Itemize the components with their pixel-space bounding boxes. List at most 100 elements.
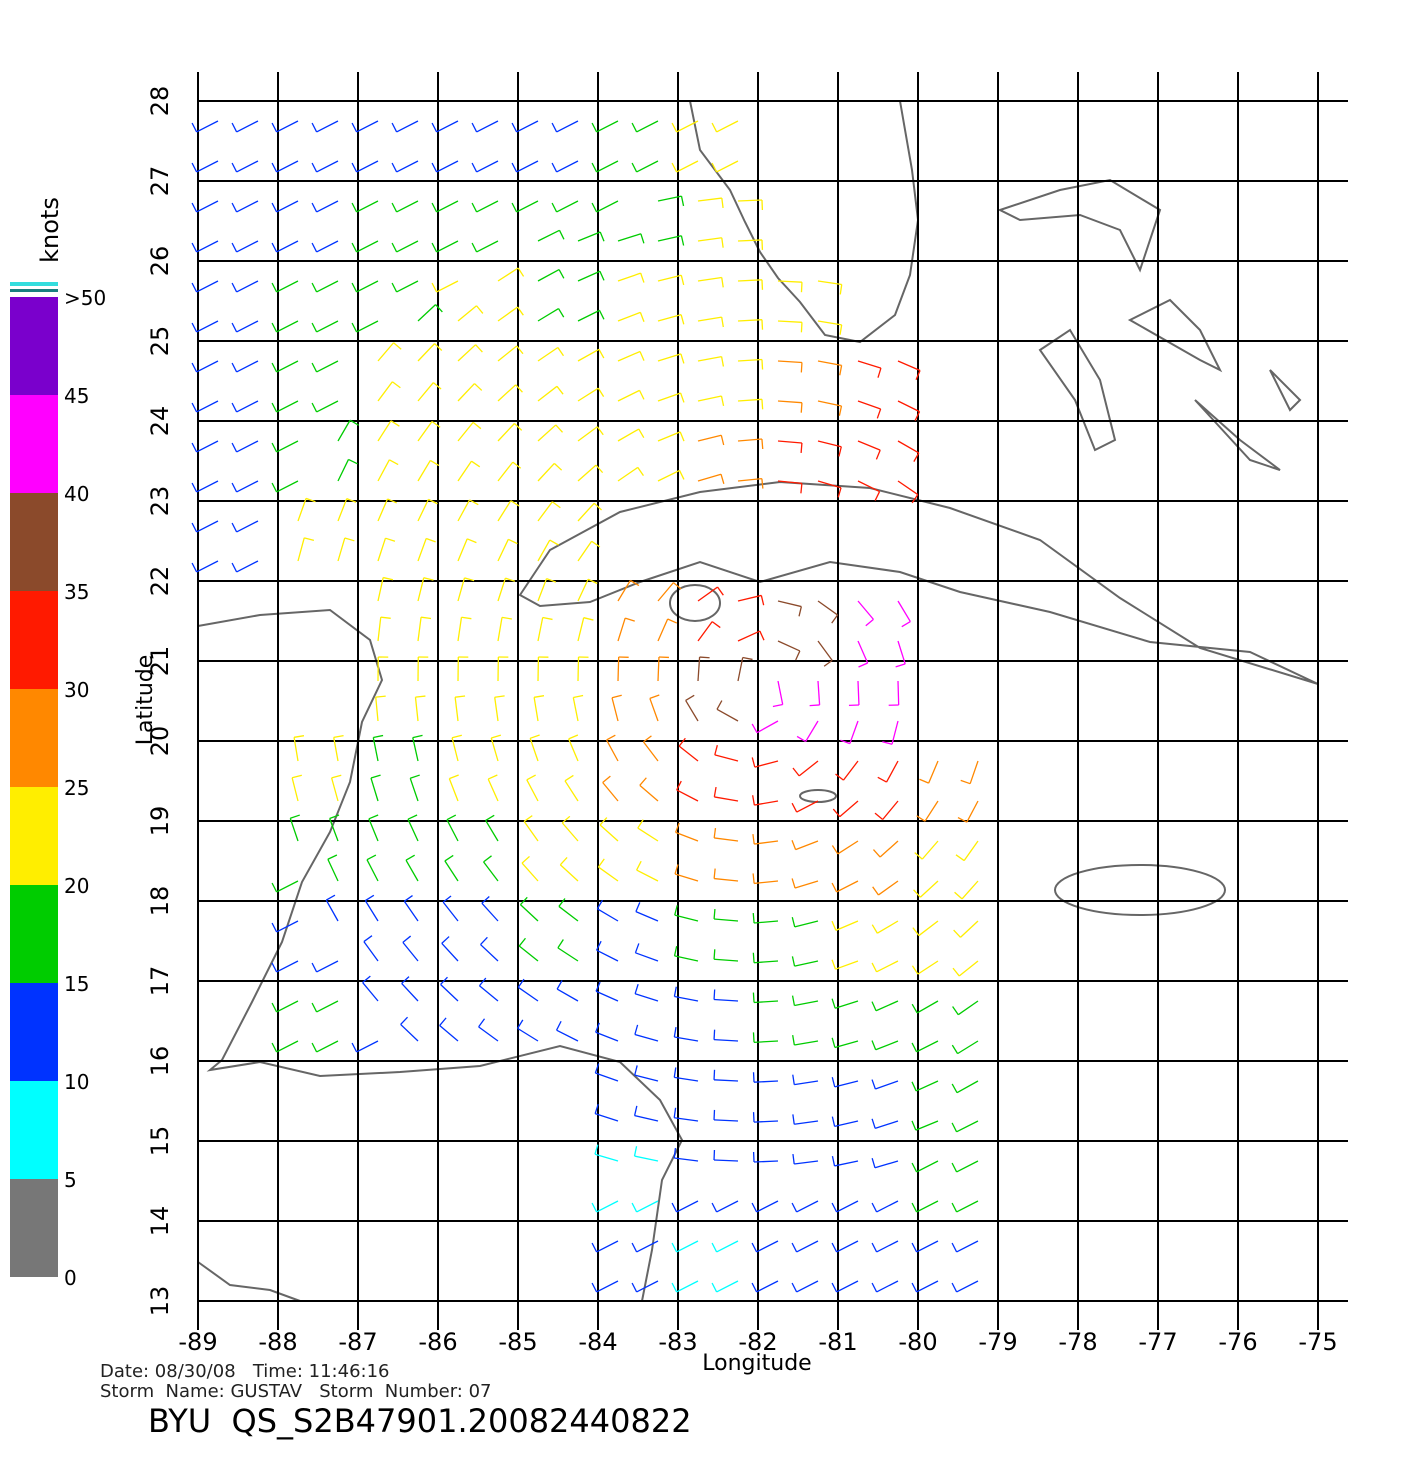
barb-flag — [634, 1024, 639, 1035]
barb-shaft — [446, 819, 459, 842]
barb-shaft — [966, 800, 979, 823]
wind-barb — [751, 757, 779, 768]
barb-flag — [713, 1069, 716, 1080]
barb-flag — [231, 282, 238, 293]
barb-shaft — [370, 777, 379, 802]
barb-shaft — [897, 680, 900, 706]
barb-shaft — [356, 1040, 379, 1053]
barb-shaft — [697, 316, 722, 322]
wind-barb — [713, 868, 739, 882]
barb-flag — [673, 582, 682, 590]
wind-barb — [911, 1040, 939, 1053]
barb-flag — [831, 959, 837, 970]
wind-barb — [556, 1020, 579, 1042]
barb-shaft — [276, 1040, 299, 1053]
wind-barb — [951, 1080, 979, 1094]
barb-shaft — [441, 942, 459, 962]
wind-barb — [577, 348, 605, 362]
wind-barb — [471, 200, 499, 213]
barb-flag — [515, 384, 523, 393]
barb-flag — [325, 894, 336, 901]
x-tick-label: -76 — [1218, 1328, 1257, 1356]
barb-flag — [526, 774, 536, 781]
barb-flag — [633, 1146, 638, 1157]
barb-flag — [391, 282, 398, 293]
barb-flag — [674, 864, 679, 875]
barb-flag — [483, 855, 492, 863]
barb-flag — [761, 478, 764, 489]
barb-shaft — [516, 200, 539, 213]
wind-barb — [191, 120, 219, 133]
barb-shaft — [834, 1000, 859, 1009]
barb-shaft — [457, 421, 474, 442]
barb-flag — [442, 895, 452, 903]
wind-barb — [831, 1116, 859, 1127]
barb-flag — [471, 162, 478, 173]
wind-barb — [639, 777, 659, 802]
wind-barb — [871, 1040, 899, 1051]
barb-shaft — [716, 1200, 739, 1213]
barb-shaft — [756, 1280, 779, 1293]
wind-barb — [591, 120, 619, 133]
barb-shaft — [417, 382, 434, 402]
wind-barb — [325, 894, 339, 922]
barb-flag — [711, 122, 718, 133]
y-tick-label: 28 — [146, 86, 174, 117]
barb-shaft — [685, 700, 699, 722]
barb-shaft — [960, 920, 979, 938]
barb-flag — [752, 795, 755, 806]
barb-shaft — [714, 958, 739, 962]
barb-shaft — [737, 319, 762, 322]
barb-shaft — [564, 780, 579, 802]
wind-barb — [485, 814, 499, 842]
barb-shaft — [857, 400, 881, 410]
barb-flag — [911, 1242, 918, 1253]
barb-shaft — [490, 737, 499, 762]
barb-shaft — [363, 941, 379, 962]
barb-shaft — [917, 960, 939, 975]
barb-flag — [752, 913, 755, 924]
barb-shaft — [518, 945, 539, 962]
barb-shaft — [401, 982, 419, 1002]
barb-shaft — [857, 640, 869, 664]
barb-flag — [791, 956, 796, 967]
barb-shaft — [796, 1240, 819, 1253]
barb-shaft — [396, 240, 419, 253]
wind-barb — [591, 200, 619, 213]
wind-barb — [831, 1037, 859, 1049]
barb-shaft — [497, 345, 518, 362]
barb-shaft — [400, 1023, 419, 1042]
wind-barb — [564, 774, 579, 802]
wind-barb — [457, 577, 475, 602]
barb-shaft — [796, 1280, 819, 1293]
barb-flag — [795, 650, 801, 661]
barb-flag — [476, 305, 484, 314]
wind-barb — [391, 200, 419, 213]
wind-barb — [231, 240, 259, 253]
barb-flag — [595, 1022, 600, 1033]
barb-flag — [919, 778, 929, 784]
barb-flag — [487, 774, 498, 780]
barb-shaft — [916, 1200, 939, 1213]
wind-barb — [751, 1200, 779, 1213]
barb-flag — [594, 1103, 599, 1114]
barb-shaft — [674, 873, 699, 882]
barb-shaft — [316, 240, 339, 253]
barb-shaft — [537, 617, 544, 642]
wind-barb — [368, 814, 379, 842]
barb-flag — [831, 614, 839, 624]
barb-shaft — [297, 498, 307, 522]
barb-flag — [591, 1202, 598, 1213]
barb-shaft — [957, 1040, 979, 1055]
barb-flag — [901, 621, 911, 628]
barb-flag — [751, 1202, 758, 1213]
barb-flag — [838, 446, 842, 457]
wind-barb — [191, 520, 219, 533]
barb-shaft — [916, 1280, 939, 1293]
barb-flag — [446, 814, 457, 821]
barb-flag — [478, 977, 487, 987]
barb-shaft — [537, 424, 557, 442]
barb-shaft — [356, 320, 379, 333]
wind-barb — [471, 240, 499, 253]
barb-flag — [191, 322, 198, 333]
